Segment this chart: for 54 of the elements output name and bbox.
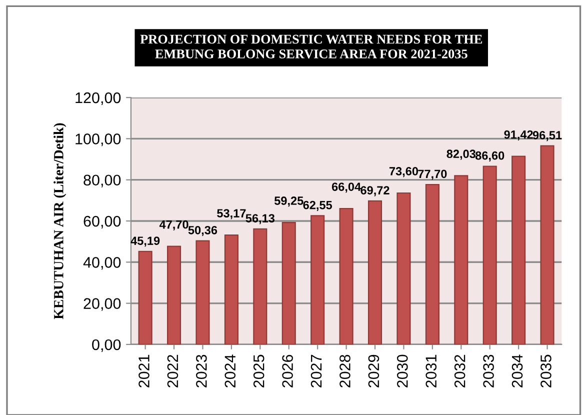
bar [253,228,268,344]
y-tick-label: 0,00 [92,339,121,352]
bar [196,240,210,344]
x-tick-label: 2034 [512,354,523,388]
bar [167,246,182,344]
data-label: 56,13 [246,214,274,224]
x-tick-label: 2031 [426,354,437,388]
data-label: 73,60 [389,167,418,178]
x-tick-label: 2029 [368,354,380,388]
data-label: 45,19 [130,236,160,247]
bar [224,234,238,344]
data-label: 47,70 [159,220,188,230]
data-label: 86,60 [475,151,504,162]
x-tick-label: 2035 [540,354,552,388]
bar [368,200,382,344]
x-tick-label: 2032 [454,354,466,388]
bar [425,184,440,344]
y-tick-label: 120,00 [76,92,121,106]
data-label: 77,70 [418,170,447,180]
data-label: 53,17 [217,209,246,220]
data-label: 82,03 [446,150,476,160]
data-label: 96,51 [532,131,562,142]
x-tick-label: 2024 [224,354,236,388]
data-label: 66,04 [332,182,361,193]
x-tick-label: 2030 [396,354,408,388]
x-tick-label: 2033 [483,354,494,388]
bar [512,156,526,344]
x-tick-label: 2023 [196,354,207,388]
data-label: 62,55 [303,200,332,211]
bar [282,222,296,344]
bar [310,215,325,344]
y-axis-title: KEBUTUHAN AIR (Liter/Detik) [54,123,66,320]
y-tick-label: 20,00 [84,298,121,311]
bar [396,192,411,344]
x-tick-label: 2028 [340,354,350,388]
bar [540,145,554,344]
y-tick-label: 100,00 [76,134,121,146]
chart-title: PROJECTION OF DOMESTIC WATER NEEDS FOR THE EMBUNG BOLONG SERVICE AREA FOR 2021-2035 [140,34,482,58]
bar [339,208,354,344]
x-tick-label: 2026 [282,354,293,388]
x-tick-label: 2025 [253,354,264,388]
x-tick-label: 2021 [138,354,150,388]
bar [454,175,468,344]
y-tick-label: 80,00 [84,174,121,188]
bar [482,166,497,344]
data-label: 69,72 [360,186,390,196]
x-tick-label: 2027 [310,354,322,388]
bar [138,250,152,344]
data-label: 50,36 [188,226,218,236]
y-tick-label: 60,00 [84,216,121,228]
y-tick-label: 40,00 [83,257,121,270]
data-label: 91,42 [504,130,533,140]
data-label: 59,25 [274,196,304,207]
x-tick-label: 2022 [167,354,178,388]
